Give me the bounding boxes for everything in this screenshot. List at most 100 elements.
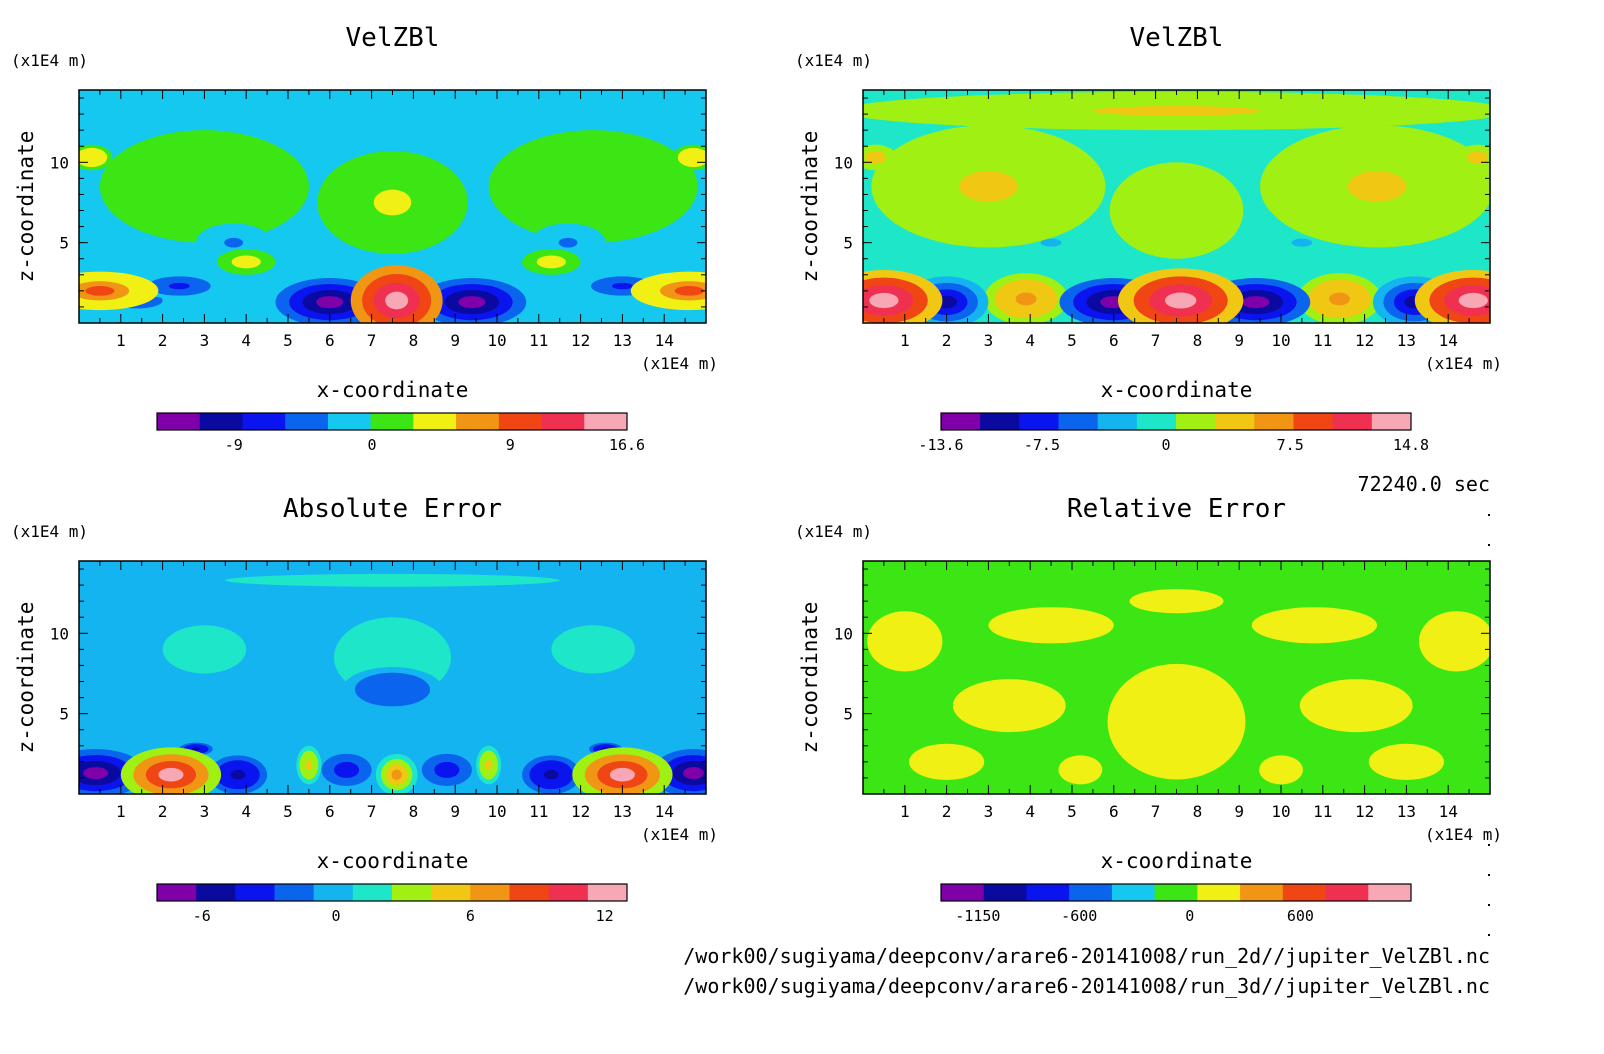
y-unit-label: (x1E4 m) — [795, 51, 872, 70]
chart-panel-2: VelZBl(x1E4 m)1 2 3 4 5 6 7 8 9 10 11 12 13 14510(x1E… — [795, 23, 1502, 454]
colorbar-swatch — [587, 884, 628, 901]
x-tick-label: 14 — [1439, 802, 1458, 821]
y-tick-label: 10 — [50, 153, 69, 172]
contour-blob — [544, 258, 559, 266]
contour-blob — [1040, 238, 1062, 247]
chart-title: Relative Error — [1067, 494, 1286, 524]
x-axis-label: x-coordinate — [317, 378, 469, 402]
colorbar-swatch — [1325, 884, 1369, 901]
colorbar-swatch — [1368, 884, 1412, 901]
contour-blob — [934, 755, 960, 768]
x-tick-label: 5 — [1067, 331, 1077, 350]
chart-panel-3: Absolute Error(x1E4 m)1 2 3 4 5 6 7 8 9 10 11 12 13 1… — [11, 494, 718, 925]
contour-blob — [1153, 702, 1200, 741]
contour-blob — [385, 291, 409, 310]
colorbar-swatch — [157, 413, 201, 430]
contour-field — [79, 561, 706, 794]
contour-blob — [230, 769, 246, 780]
colorbar-tick-label: -7.5 — [1024, 436, 1060, 454]
x-tick-label: 1 — [116, 331, 126, 350]
contour-blob — [379, 683, 406, 696]
colorbar-swatch — [1293, 413, 1334, 430]
x-tick-label: 3 — [984, 331, 994, 350]
x-tick-label: 2 — [942, 802, 952, 821]
colorbar-swatch — [980, 413, 1020, 430]
contour-blob — [990, 696, 1029, 715]
contour-blob — [892, 631, 918, 652]
x-axis-label: x-coordinate — [1101, 849, 1253, 873]
contour-blob — [458, 296, 486, 309]
colorbar-swatch — [1332, 413, 1373, 430]
contour-blob — [305, 760, 313, 770]
side-dots — [1488, 514, 1490, 936]
y-tick-label: 10 — [834, 624, 853, 643]
x-unit-label: (x1E4 m) — [641, 354, 718, 373]
contour-blob — [308, 102, 477, 111]
contour-blob — [609, 767, 635, 782]
contour-blob — [1165, 292, 1197, 309]
contour-blob — [1015, 292, 1037, 306]
contour-blob — [178, 172, 231, 201]
colorbar-swatch — [196, 884, 236, 901]
colorbar-swatch — [1097, 413, 1138, 430]
colorbar-tick-label: 9 — [506, 436, 515, 454]
x-tick-label: 12 — [1355, 802, 1374, 821]
contour-blob — [1444, 631, 1470, 652]
x-tick-label: 10 — [487, 331, 506, 350]
colorbar-swatch — [352, 884, 393, 901]
colorbar-swatch — [1371, 413, 1412, 430]
colorbar-tick-label: 0 — [1185, 907, 1194, 925]
chart-title: Absolute Error — [283, 494, 502, 524]
colorbar-swatch — [1019, 413, 1059, 430]
contour-blob — [1393, 755, 1419, 768]
contour-blob — [316, 296, 344, 309]
colorbar-swatch — [1069, 884, 1113, 901]
colorbar-frame — [940, 883, 1412, 902]
x-tick-label: 7 — [367, 331, 377, 350]
contour-blob — [1291, 238, 1313, 247]
x-tick-label: 7 — [1151, 802, 1161, 821]
x-tick-label: 12 — [571, 802, 590, 821]
contour-field — [863, 561, 1490, 794]
colorbar-swatch — [1136, 413, 1177, 430]
x-tick-label: 6 — [325, 331, 335, 350]
chart-panel-1: VelZBl(x1E4 m)1 2 3 4 5 6 7 8 9 10 11 12 13 14510(x1E… — [11, 23, 718, 454]
contour-blob — [1472, 154, 1483, 161]
contour-blob — [224, 237, 244, 248]
x-tick-label: 2 — [942, 331, 952, 350]
colorbar-tick-label: -600 — [1061, 907, 1097, 925]
colorbar-swatch — [1197, 884, 1241, 901]
x-tick-label: 11 — [1313, 802, 1332, 821]
x-tick-label: 6 — [1109, 331, 1119, 350]
contour-blob — [688, 154, 699, 161]
contour-blob — [611, 282, 633, 290]
colorbar-swatch — [498, 413, 543, 430]
y-unit-label: (x1E4 m) — [11, 51, 88, 70]
x-tick-label: 4 — [1025, 802, 1035, 821]
contour-blob — [238, 258, 254, 266]
colorbar-frame — [940, 412, 1412, 431]
contour-blob — [1159, 198, 1194, 223]
x-tick-label: 10 — [1271, 331, 1290, 350]
x-tick-label: 7 — [367, 802, 377, 821]
colorbar-swatch — [313, 884, 354, 901]
x-tick-label: 14 — [655, 802, 674, 821]
x-tick-label: 6 — [1109, 802, 1119, 821]
colorbar-swatch — [1215, 413, 1255, 430]
x-tick-label: 11 — [529, 802, 548, 821]
x-tick-label: 5 — [283, 802, 293, 821]
colorbar-swatch — [1282, 884, 1327, 901]
file-path-2d: /work00/sugiyama/deepconv/arare6-2014100… — [683, 944, 1490, 968]
contour-blob — [158, 767, 184, 782]
colorbar-tick-label: 0 — [1162, 436, 1171, 454]
colorbar-swatch — [1058, 413, 1099, 430]
contour-blob — [869, 292, 899, 309]
x-tick-label: 13 — [1397, 802, 1416, 821]
contour-blob — [1329, 292, 1350, 306]
colorbar-tick-label: 16.6 — [609, 436, 645, 454]
x-tick-label: 13 — [613, 802, 632, 821]
colorbar-swatch — [431, 884, 471, 901]
colorbar-swatch — [274, 884, 315, 901]
colorbar-swatch — [370, 413, 414, 430]
